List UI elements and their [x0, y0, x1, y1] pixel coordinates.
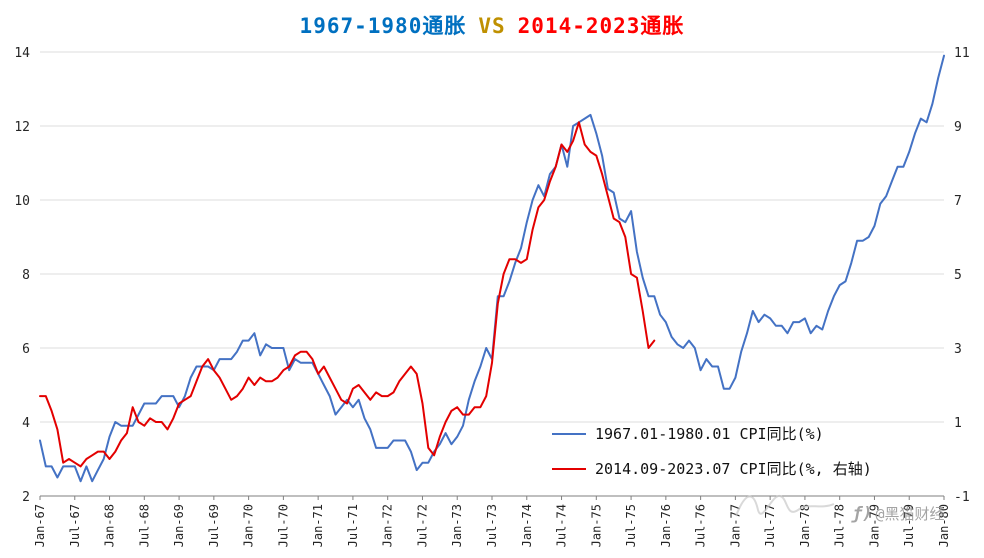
x-axis-tick-label: Jul-74 [555, 504, 569, 547]
x-axis-tick-label: Jan-77 [728, 504, 742, 547]
x-axis-tick-label: Jul-77 [763, 504, 777, 547]
right-axis-tick-label: 9 [954, 120, 962, 135]
watermark: ƒ) @黑猫财经 [852, 503, 945, 524]
watermark-scribble [735, 495, 835, 517]
x-axis-tick-label: Jul-67 [68, 504, 82, 547]
right-axis-tick-label: 11 [954, 46, 970, 61]
watermark-text: @黑猫财经 [875, 505, 945, 523]
x-axis-tick-label: Jan-78 [798, 504, 812, 547]
left-axis-tick-label: 6 [22, 342, 30, 357]
left-axis-tick-label: 2 [22, 490, 30, 505]
title-part-blue: 1967-1980通胀 [299, 14, 467, 38]
x-axis-tick-label: Jan-80 [937, 504, 951, 547]
legend-item-blue-series: 1967.01-1980.01 CPI同比(%) [552, 423, 872, 444]
right-axis-tick-label: -1 [954, 490, 970, 505]
x-axis-tick-label: Jul-68 [137, 504, 151, 547]
watermark-scribble-path [735, 495, 835, 517]
x-axis-tick-label: Jan-70 [242, 504, 256, 547]
left-axis-tick-label: 10 [14, 194, 30, 209]
x-axis-tick-label: Jul-71 [346, 504, 360, 547]
x-axis-tick-label: Jan-74 [520, 504, 534, 547]
x-axis-tick-label: Jul-73 [485, 504, 499, 547]
left-axis-tick-label: 12 [14, 120, 30, 135]
legend-label-blue-series: 1967.01-1980.01 CPI同比(%) [595, 425, 824, 443]
x-axis-tick-label: Jan-69 [172, 504, 186, 547]
x-axis-tick-label: Jul-76 [694, 504, 708, 547]
x-axis-tick-label: Jul-72 [415, 504, 429, 547]
chart-legend: 1967.01-1980.01 CPI同比(%) 2014.09-2023.07… [552, 423, 872, 479]
legend-line-sample-red [552, 467, 586, 470]
x-axis-tick-label: Jul-75 [624, 504, 638, 547]
legend-item-red-series: 2014.09-2023.07 CPI同比(%, 右轴) [552, 458, 872, 479]
x-axis-tick-label: Jan-67 [33, 504, 47, 547]
cpi-1967-1980-line [39, 54, 945, 483]
title-part-red: 2014-2023通胀 [517, 14, 685, 38]
legend-label-red-series: 2014.09-2023.07 CPI同比(%, 右轴) [595, 460, 872, 478]
x-axis-tick-label: Jan-73 [450, 504, 464, 547]
flame-logo-icon: ƒ) [852, 503, 873, 524]
x-axis-tick-label: Jan-79 [867, 504, 881, 547]
x-axis-tick-label: Jan-76 [659, 504, 673, 547]
right-axis-tick-label: 3 [954, 342, 962, 357]
right-axis-tick-label: 5 [954, 268, 962, 283]
x-axis-tick-label: Jul-70 [276, 504, 290, 547]
left-axis-tick-label: 4 [22, 416, 30, 431]
x-axis-tick-label: Jul-69 [207, 504, 221, 547]
x-axis-tick-label: Jan-72 [381, 504, 395, 547]
left-axis-tick-label: 14 [14, 46, 30, 61]
x-axis-tick-label: Jan-68 [103, 504, 117, 547]
legend-line-sample-blue [552, 432, 586, 435]
right-axis-tick-label: 7 [954, 194, 962, 209]
right-axis-tick-label: 1 [954, 416, 962, 431]
x-axis-tick-label: Jul-78 [833, 504, 847, 547]
x-axis-tick-label: Jul-79 [902, 504, 916, 547]
x-axis-tick-label: Jan-75 [589, 504, 603, 547]
left-axis-tick-label: 8 [22, 268, 30, 283]
x-axis-tick-label: Jan-71 [311, 504, 325, 547]
cpi-2014-2023-line [39, 121, 656, 468]
title-part-vs: VS [478, 14, 506, 38]
chart-title: 1967-1980通胀 VS 2014-2023通胀 [0, 10, 984, 40]
